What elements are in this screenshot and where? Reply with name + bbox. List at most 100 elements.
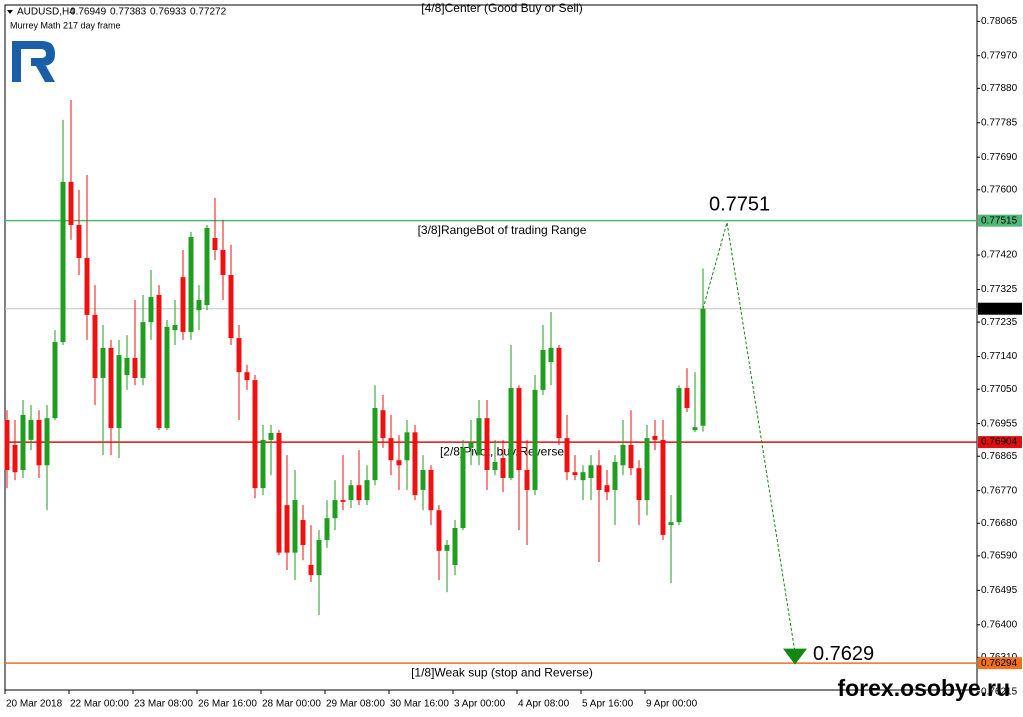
candle-body bbox=[444, 545, 450, 551]
candle-body bbox=[12, 444, 18, 473]
candle-body bbox=[268, 433, 274, 440]
candle-body bbox=[652, 435, 658, 440]
candle-body bbox=[492, 462, 498, 471]
candle-body bbox=[700, 308, 706, 426]
candle-body bbox=[500, 458, 506, 478]
candle-body bbox=[556, 347, 562, 439]
price-box-label: 0.77272 bbox=[981, 303, 1018, 314]
candle-body bbox=[604, 485, 610, 493]
y-tick-label: 0.76955 bbox=[981, 418, 1018, 429]
price-box bbox=[978, 657, 1022, 670]
candle-body bbox=[388, 438, 394, 461]
candle-body bbox=[372, 408, 378, 481]
y-tick-label: 0.77325 bbox=[981, 284, 1018, 295]
candle-body bbox=[580, 472, 586, 481]
candle-body bbox=[228, 275, 234, 339]
candle-body bbox=[324, 518, 330, 540]
price-box-label: 0.76904 bbox=[981, 437, 1018, 448]
candle-body bbox=[20, 414, 26, 471]
x-tick-label: 22 Mar 00:00 bbox=[70, 699, 129, 710]
candle-body bbox=[692, 427, 698, 431]
candle-body bbox=[412, 432, 418, 496]
x-tick-label: 28 Mar 00:00 bbox=[262, 699, 321, 710]
candle-body bbox=[148, 297, 154, 323]
candle-body bbox=[100, 347, 106, 378]
candle-body bbox=[180, 277, 186, 332]
y-tick-label: 0.77880 bbox=[981, 83, 1018, 94]
candle-body bbox=[484, 418, 490, 471]
y-tick-label: 0.76215 bbox=[981, 686, 1018, 697]
candle-body bbox=[588, 465, 594, 478]
candle-body bbox=[468, 442, 474, 448]
forecast-label: 0.7751 bbox=[709, 194, 770, 216]
level-label: [2/8]Pivot, buy/Reverse bbox=[440, 444, 564, 458]
y-tick-label: 0.76865 bbox=[981, 451, 1018, 462]
candle-body bbox=[524, 470, 530, 490]
candle-body bbox=[76, 224, 82, 258]
candle-body bbox=[548, 347, 554, 362]
candle-body bbox=[340, 500, 346, 502]
candle-body bbox=[132, 358, 138, 378]
x-tick-label: 3 Apr 00:00 bbox=[454, 699, 506, 710]
candle-body bbox=[660, 439, 666, 535]
candle-body bbox=[164, 326, 170, 428]
candle-body bbox=[564, 438, 570, 473]
candle-body bbox=[516, 388, 522, 471]
candle-body bbox=[124, 358, 130, 376]
candle-body bbox=[508, 388, 514, 478]
candle-body bbox=[212, 238, 218, 251]
candle-body bbox=[460, 447, 466, 528]
candle-body bbox=[332, 500, 338, 519]
x-tick-label: 20 Mar 2018 bbox=[6, 699, 63, 710]
logo bbox=[12, 41, 55, 82]
top-label: [4/8]Center (Good Buy or Sell) bbox=[421, 1, 582, 15]
candle-body bbox=[44, 418, 50, 466]
candle-body bbox=[292, 500, 298, 553]
candle-body bbox=[628, 444, 634, 469]
candle-body bbox=[204, 227, 210, 306]
y-tick-label: 0.77420 bbox=[981, 250, 1018, 261]
candle-body bbox=[612, 462, 618, 490]
candle-body bbox=[84, 257, 90, 315]
y-tick-label: 0.77235 bbox=[981, 317, 1018, 328]
plot-frame bbox=[4, 4, 978, 691]
candle-body bbox=[52, 342, 58, 419]
candle-body bbox=[452, 527, 458, 565]
watermark: forex.osobye.ru bbox=[837, 675, 1010, 701]
candle-body bbox=[540, 350, 546, 390]
candle-body bbox=[92, 314, 98, 378]
candle-body bbox=[252, 380, 258, 489]
y-tick-label: 0.76400 bbox=[981, 619, 1018, 630]
forecast-label: 0.7629 bbox=[813, 643, 874, 665]
x-tick-label: 30 Mar 16:00 bbox=[390, 699, 449, 710]
price-box bbox=[978, 436, 1022, 449]
candle-body bbox=[172, 325, 178, 331]
candle-body bbox=[668, 522, 674, 526]
x-tick-label: 5 Apr 16:00 bbox=[582, 699, 634, 710]
header-low: 0.76933 bbox=[150, 7, 187, 18]
candle-body bbox=[188, 236, 194, 332]
candle-body bbox=[428, 470, 434, 511]
candle-body bbox=[596, 465, 602, 490]
price-box bbox=[978, 302, 1022, 315]
candle-body bbox=[676, 388, 682, 523]
candle-body bbox=[620, 444, 626, 466]
level-label: [1/8]Weak sup (stop and Reverse) bbox=[411, 665, 593, 679]
y-tick-label: 0.78065 bbox=[981, 16, 1018, 27]
level-label: [3/8]RangeBot of trading Range bbox=[418, 223, 587, 237]
x-tick-label: 4 Apr 08:00 bbox=[518, 699, 570, 710]
candle-body bbox=[636, 468, 642, 501]
candle-body bbox=[436, 510, 442, 551]
candle-body bbox=[4, 419, 10, 471]
symbol: AUDUSD,H4 bbox=[17, 7, 75, 18]
y-tick-label: 0.77690 bbox=[981, 152, 1018, 163]
candle-body bbox=[364, 480, 370, 501]
y-tick-label: 0.77050 bbox=[981, 384, 1018, 395]
candle-body bbox=[348, 485, 354, 501]
candle-body bbox=[284, 505, 290, 553]
y-tick-label: 0.76495 bbox=[981, 585, 1018, 596]
candle-body bbox=[404, 432, 410, 461]
candle-body bbox=[356, 485, 362, 501]
header-high: 0.77383 bbox=[110, 7, 147, 18]
